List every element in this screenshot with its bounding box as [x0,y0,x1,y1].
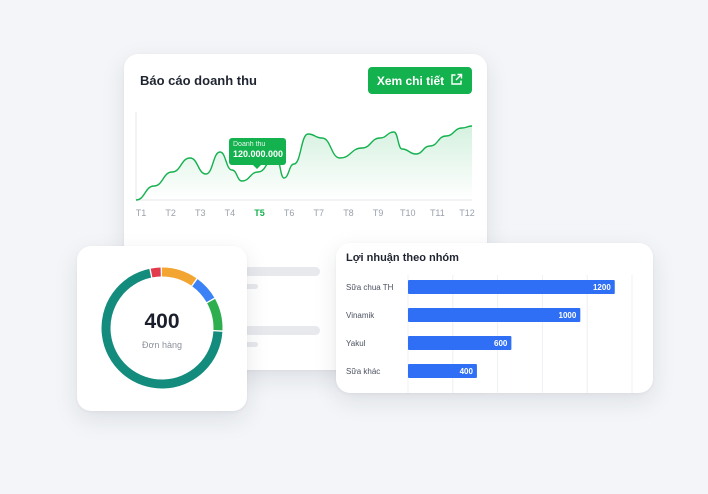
tooltip-label: Doanh thu [233,141,266,148]
x-tick-label: T2 [165,208,176,218]
bar [408,364,477,378]
x-tick-label: T1 [136,208,147,218]
bar-marks: Sữa chua TH 1200 Vinamik 1000 Yakul 600 Sữa kh… [346,280,615,378]
view-details-label: Xem chi tiết [376,73,445,88]
revenue-line-chart: T1 T2 T3 T4 T5 T6 T7 T8 T9 T10 T11 T12 [135,112,475,218]
orders-count: 400 [144,310,180,333]
bar-category-label: Sữa chua TH [346,283,394,292]
x-axis-labels: T1 T2 T3 T4 T5 T6 T7 T8 T9 T10 T11 T12 [136,208,475,218]
bar-value-label: 1000 [559,311,577,320]
revenue-area [136,126,472,200]
revenue-title: Báo cáo doanh thu [140,73,257,88]
tooltip-caret [253,165,261,169]
x-tick-label: T3 [195,208,206,218]
bar [408,308,581,322]
skeleton-bar [244,342,258,347]
external-link-icon [450,73,463,89]
skeleton-bar [244,284,258,289]
skeleton-bar [244,267,320,276]
x-tick-label: T12 [459,208,475,218]
x-tick-label: T4 [225,208,236,218]
x-tick-label: T8 [343,208,354,218]
bar-value-label: 1200 [593,283,611,292]
bar-category-label: Yakul [346,339,366,348]
skeleton-bar [244,326,320,335]
view-details-button[interactable]: Xem chi tiết [368,67,472,94]
bar-category-label: Vinamik [346,311,375,320]
orders-donut-chart [101,267,223,389]
bar-value-label: 600 [494,339,508,348]
x-tick-label: T10 [400,208,416,218]
bar [408,336,512,350]
profit-title: Lợi nhuận theo nhóm [346,252,459,264]
tooltip-value: 120.000.000 [233,149,284,159]
x-tick-label: T5 [254,208,265,218]
donut-segment [192,279,215,303]
donut-segment [161,267,197,286]
x-tick-label: T9 [373,208,384,218]
orders-label: Đơn hàng [142,340,182,350]
bar-category-label: Sữa khác [346,367,380,376]
x-tick-label: T6 [284,208,295,218]
revenue-line [135,125,473,201]
donut-segments [101,267,223,389]
bar-value-label: 400 [460,367,474,376]
donut-segment [207,298,223,331]
profit-bar-chart: Sữa chua TH 1200 Vinamik 1000 Yakul 600 Sữa kh… [346,275,633,393]
revenue-tooltip: Doanh thu 120.000.000 [229,138,286,169]
x-tick-label: T7 [314,208,325,218]
bar [408,280,615,294]
orders-card: 400 Đơn hàng [77,246,247,411]
donut-segment [101,268,223,389]
profit-by-group-card: Lợi nhuận theo nhóm Sữa chua TH 1200 Vinam… [336,243,653,393]
x-tick-label: T11 [430,208,445,218]
donut-segment [150,267,161,278]
